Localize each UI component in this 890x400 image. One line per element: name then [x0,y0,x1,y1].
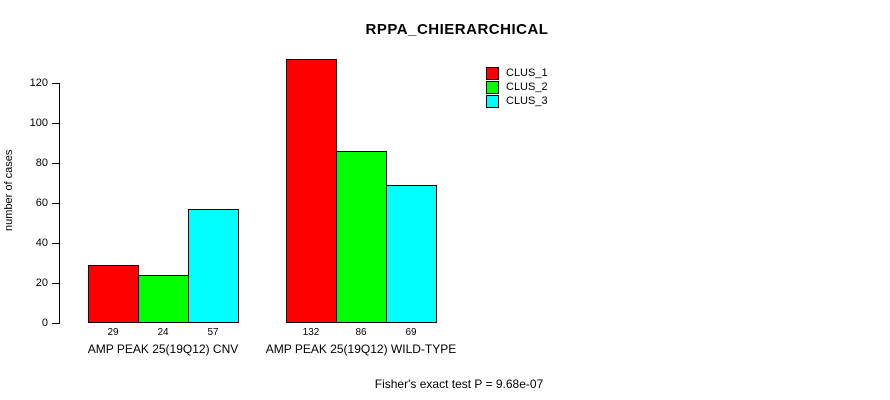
y-axis-tick-label: 120 [29,77,48,89]
bar-clus_1-group1 [88,265,139,323]
y-axis-tick [52,283,59,284]
legend-item: CLUS_2 [486,80,548,94]
legend-label: CLUS_3 [506,95,548,107]
bar-value-label: 132 [302,327,320,338]
legend-swatch [486,66,499,80]
bar-value-label: 57 [207,327,219,338]
legend-label: CLUS_1 [506,67,548,79]
bar-clus_3-group1 [188,209,239,323]
legend-swatch [486,80,499,94]
y-axis-tick-label: 0 [41,317,48,329]
y-axis-tick-label: 100 [29,117,48,129]
y-axis-tick-label: 40 [35,237,48,249]
bar-clus_1-group2 [286,59,337,323]
legend-swatch [486,94,499,108]
y-axis-line [59,83,60,324]
legend: CLUS_1 CLUS_2 CLUS_3 [486,66,548,108]
bar-value-label: 86 [355,327,367,338]
bar-clus_2-group2 [336,151,387,323]
legend-item: CLUS_1 [486,66,548,80]
y-axis-tick [52,323,59,324]
y-axis-tick-label: 20 [35,277,48,289]
legend-label: CLUS_2 [506,81,548,93]
bar-value-label: 29 [107,327,119,338]
y-axis-tick-label: 60 [35,197,48,209]
y-axis-tick [52,123,59,124]
bar-value-label: 24 [157,327,169,338]
bar-clus_3-group2 [386,185,437,323]
y-axis-tick [52,243,59,244]
bar-clus_2-group1 [138,275,189,323]
y-axis-tick [52,203,59,204]
category-label: AMP PEAK 25(19Q12) CNV [87,342,239,356]
y-axis-tick [52,163,59,164]
fisher-test-annotation: Fisher's exact test P = 9.68e-07 [374,377,544,391]
y-axis-tick [52,83,59,84]
category-label: AMP PEAK 25(19Q12) WILD-TYPE [265,342,457,356]
chart-title: RPPA_CHIERARCHICAL [365,21,549,38]
bar-value-label: 69 [405,327,417,338]
y-axis-tick-label: 80 [35,157,48,169]
legend-item: CLUS_3 [486,94,548,108]
